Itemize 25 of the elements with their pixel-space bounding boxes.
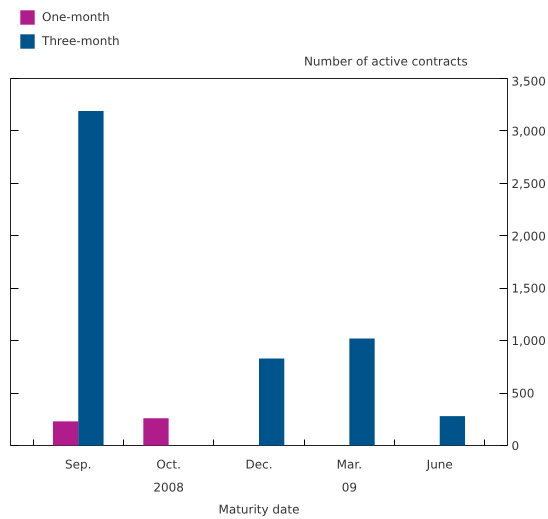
bar xyxy=(259,358,284,446)
x-tick-label: Mar. xyxy=(336,458,362,472)
y-tick-label: 3,000 xyxy=(512,124,546,138)
text: 09 xyxy=(342,480,358,494)
x-tick-label: Sep. xyxy=(65,458,92,472)
y-tick-label: 1,500 xyxy=(512,282,546,296)
y-tick-label: 2,500 xyxy=(512,176,546,191)
x-tick-label: Oct. xyxy=(156,458,181,472)
y-tick-label: 3,500 xyxy=(512,74,546,88)
x-tick-label: Dec. xyxy=(245,458,273,472)
text: 2008 xyxy=(153,480,184,494)
y-tick-label: 1,000 xyxy=(512,334,546,348)
x-tick-label: June xyxy=(426,458,453,472)
x-axis-title: Maturity date xyxy=(218,502,300,516)
bar xyxy=(78,111,104,446)
bar xyxy=(349,338,375,446)
y-tick-label: 0 xyxy=(512,439,520,453)
bar xyxy=(52,421,78,446)
y-tick-label: 2,000 xyxy=(512,229,546,244)
legend-label: One-month xyxy=(42,9,110,26)
legend-label: Three-month xyxy=(42,33,120,50)
bar xyxy=(440,416,466,446)
y-axis-title: Number of active contracts xyxy=(304,54,468,68)
y-tick-label: 500 xyxy=(512,386,534,401)
bar xyxy=(143,418,169,446)
